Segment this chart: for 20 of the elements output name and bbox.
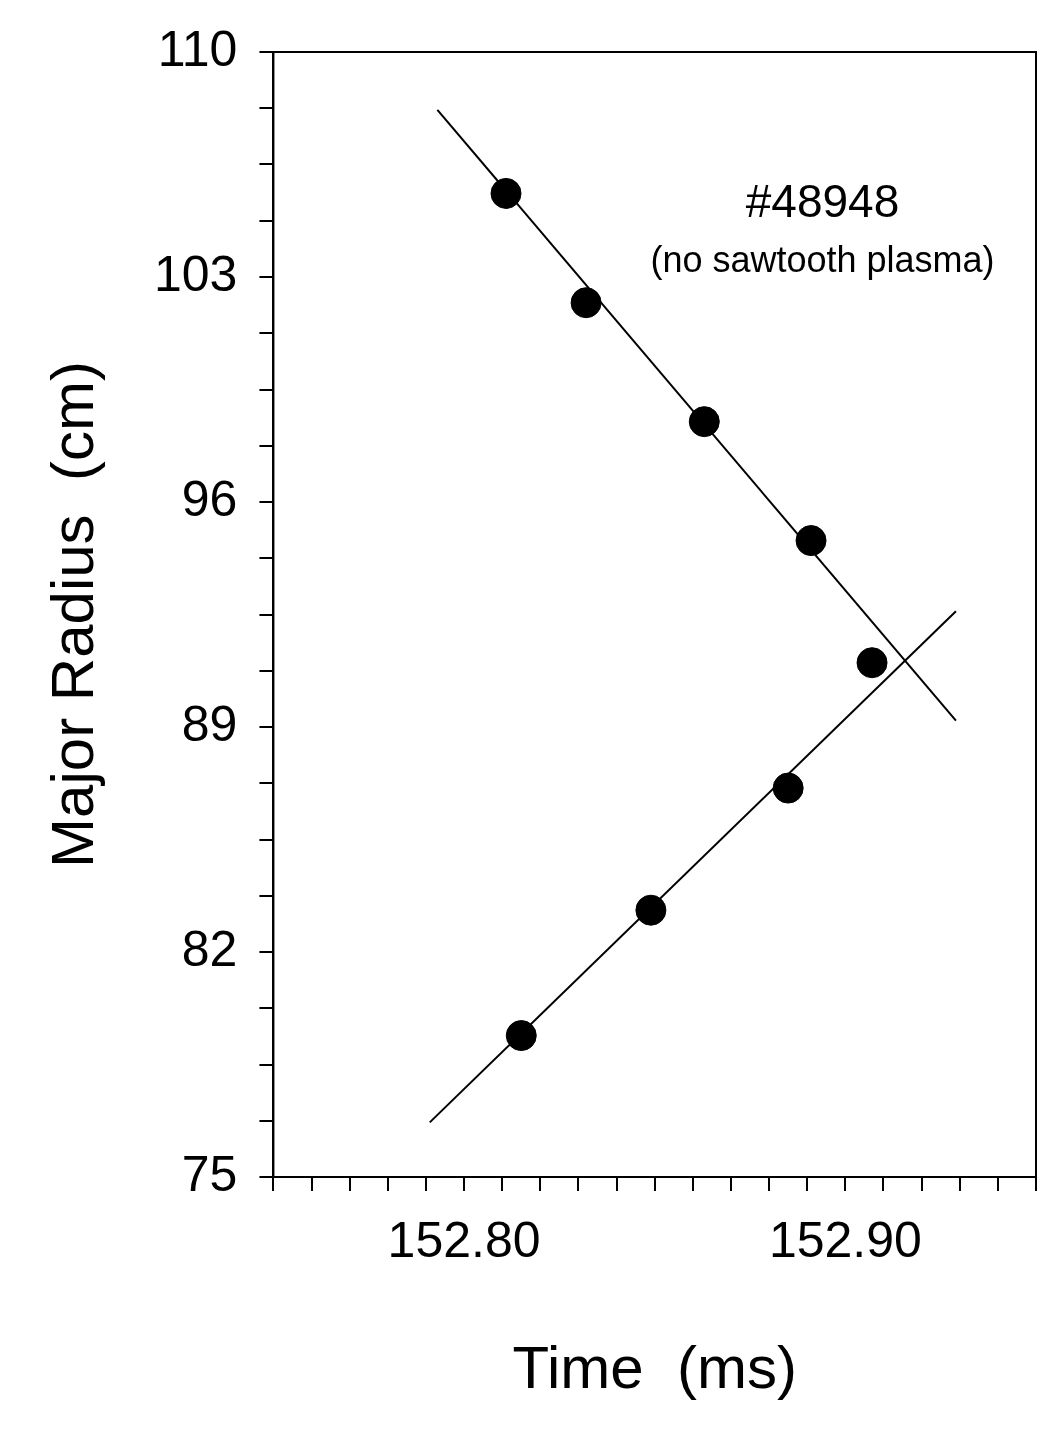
point: [505, 1020, 537, 1052]
point: [772, 772, 804, 804]
annotation: #48948: [745, 175, 900, 227]
annotation: (no sawtooth plasma): [650, 239, 995, 280]
y-tick-label: 103: [153, 245, 238, 302]
x-tick-label: 152.90: [768, 1211, 922, 1268]
y-tick-label: 96: [181, 470, 238, 527]
y-tick-label: 82: [181, 920, 238, 977]
y-tick-label: 89: [181, 695, 238, 752]
point: [688, 406, 720, 438]
point: [490, 177, 522, 209]
point: [795, 525, 827, 557]
y-tick-label: 75: [181, 1145, 238, 1202]
point: [635, 894, 667, 926]
point: [856, 647, 888, 679]
x-axis-title: Time (ms): [512, 1333, 797, 1401]
x-tick-label: 152.80: [387, 1211, 541, 1268]
y-tick-label: 110: [157, 20, 238, 77]
y-axis-title: Major Radius (cm): [38, 361, 106, 868]
point: [570, 287, 602, 319]
